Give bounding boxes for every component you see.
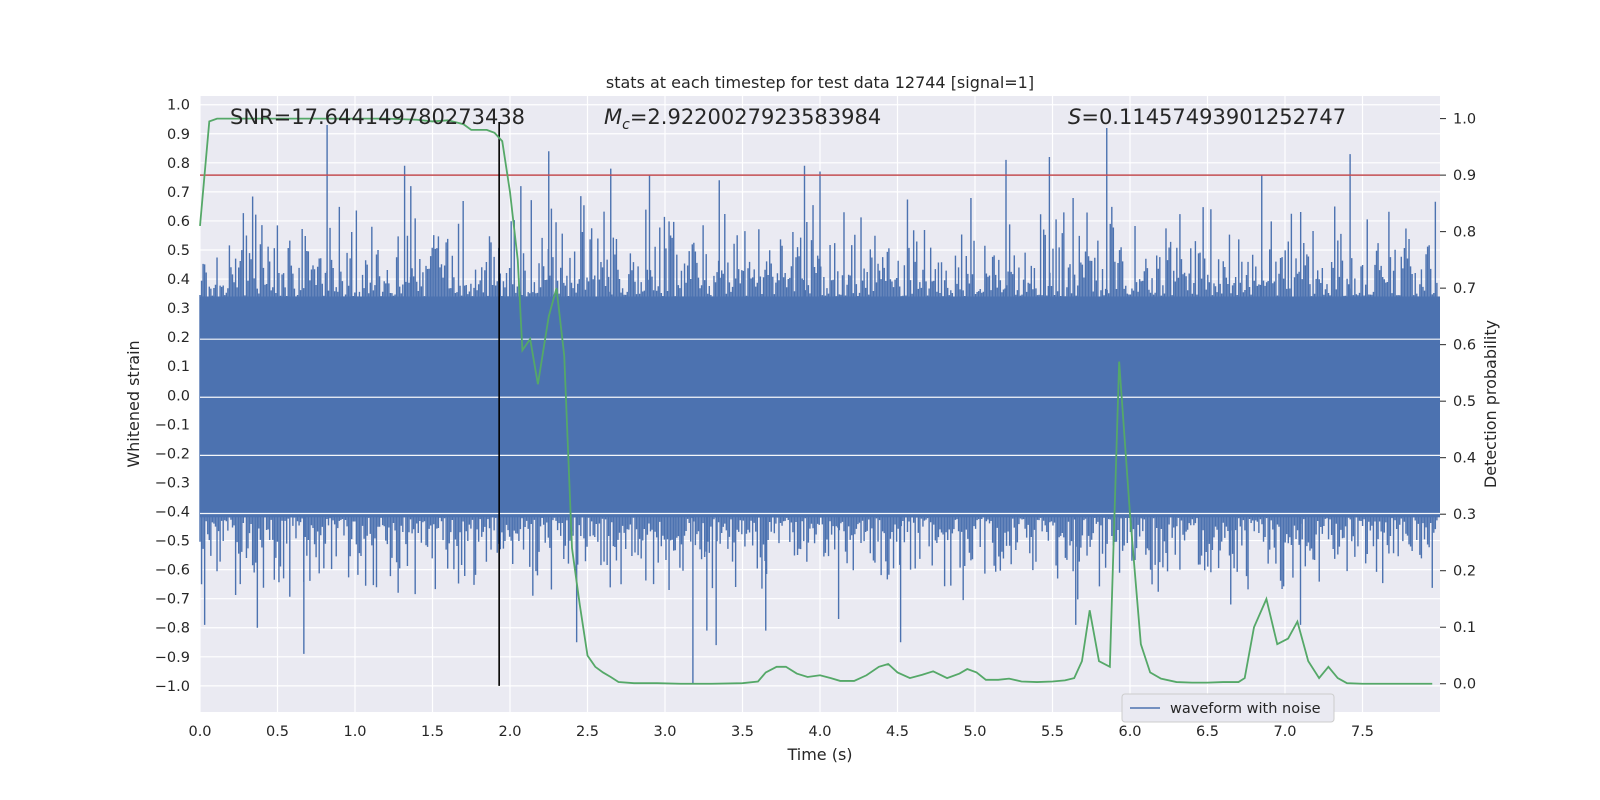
x-tick-label: 3.0: [653, 724, 676, 740]
legend-label: waveform with noise: [1170, 701, 1321, 717]
x-tick-label: 6.5: [1196, 724, 1219, 740]
x-tick-label: 2.5: [576, 724, 599, 740]
y2-tick-label: 0.7: [1453, 281, 1476, 297]
x-tick-label: 0.0: [188, 724, 211, 740]
y-tick-label: 0.4: [167, 272, 190, 288]
y2-tick-label: 0.2: [1453, 564, 1476, 580]
chirp-mass-value: =2.9220027923583984: [630, 105, 881, 129]
y-tick-label: 0.9: [167, 127, 190, 143]
y2-tick-label: 0.9: [1453, 168, 1476, 184]
overlay-marks: [199, 117, 1440, 686]
s-annotation: S=0.11457493901252747: [1068, 105, 1346, 129]
x-tick-label: 0.5: [266, 724, 289, 740]
y2-tick-label: 0.8: [1453, 225, 1476, 241]
x-tick-label: 4.5: [886, 724, 909, 740]
y2-tick-label: 0.5: [1453, 394, 1476, 410]
y-tick-label: 0.1: [167, 359, 190, 375]
waveform-series: [199, 125, 1440, 683]
snr-annotation: SNR=17.644149780273438: [230, 105, 525, 129]
y-axis-label: Whitened strain: [124, 340, 143, 467]
chirp-mass-annotation: Mc=2.9220027923583984: [604, 105, 881, 133]
s-value: =0.11457493901252747: [1081, 105, 1346, 129]
x-tick-label: 3.5: [731, 724, 754, 740]
x-tick-label: 5.0: [963, 724, 986, 740]
x-tick-label: 1.5: [421, 724, 444, 740]
waveform-core-band: [200, 296, 1440, 518]
x-tick-label: 6.0: [1118, 724, 1141, 740]
x-tick-label: 7.5: [1351, 724, 1374, 740]
y-tick-label: −0.5: [155, 534, 190, 550]
y2-tick-label: 0.6: [1453, 338, 1476, 354]
y2-tick-label: 0.1: [1453, 620, 1476, 636]
y2-tick-label: 0.3: [1453, 507, 1476, 523]
y-tick-label: 0.8: [167, 156, 190, 172]
y-tick-label: −0.2: [155, 446, 190, 462]
y2-tick-label: 1.0: [1453, 112, 1476, 128]
y-tick-label: 0.7: [167, 185, 190, 201]
y2-tick-label: 0.4: [1453, 451, 1476, 467]
legend: waveform with noise: [1121, 693, 1335, 723]
x-axis-label: Time (s): [786, 745, 852, 764]
legend-box: [1121, 693, 1335, 723]
probability-line: [199, 117, 1433, 685]
y-tick-label: 0.3: [167, 301, 190, 317]
chirp-mass-symbol: M: [604, 105, 622, 129]
chirp-mass-subscript: c: [622, 117, 630, 133]
y-tick-label: −0.7: [155, 592, 190, 608]
y-tick-label: −0.6: [155, 563, 190, 579]
y-tick-label: 0.6: [167, 214, 190, 230]
s-symbol: S: [1068, 105, 1081, 129]
x-tick-label: 2.0: [498, 724, 521, 740]
chart-title: stats at each timestep for test data 127…: [606, 73, 1034, 92]
y-tick-label: −0.3: [155, 475, 190, 491]
y-tick-label: 0.2: [167, 330, 190, 346]
x-tick-label: 5.5: [1041, 724, 1064, 740]
x-tick-label: 4.0: [808, 724, 831, 740]
y-tick-label: −1.0: [155, 679, 190, 695]
y-tick-label: −0.1: [155, 417, 190, 433]
y2-tick-label: 0.0: [1453, 677, 1476, 693]
y-tick-label: −0.9: [155, 650, 190, 666]
y-tick-label: 1.0: [167, 98, 190, 114]
x-tick-label: 7.0: [1273, 724, 1296, 740]
y-tick-label: 0.0: [167, 388, 190, 404]
x-tick-label: 1.0: [343, 724, 366, 740]
y2-axis-label: Detection probability: [1481, 320, 1500, 488]
y-tick-label: −0.8: [155, 621, 190, 637]
y-tick-label: 0.5: [167, 243, 190, 259]
axes: 0.0 0.5 1.0 1.5 2.0 2.5 3.0 3.5 4.0 4.5 5.0 5.5 6.0 6…: [155, 98, 1476, 740]
y-tick-label: −0.4: [155, 505, 190, 521]
